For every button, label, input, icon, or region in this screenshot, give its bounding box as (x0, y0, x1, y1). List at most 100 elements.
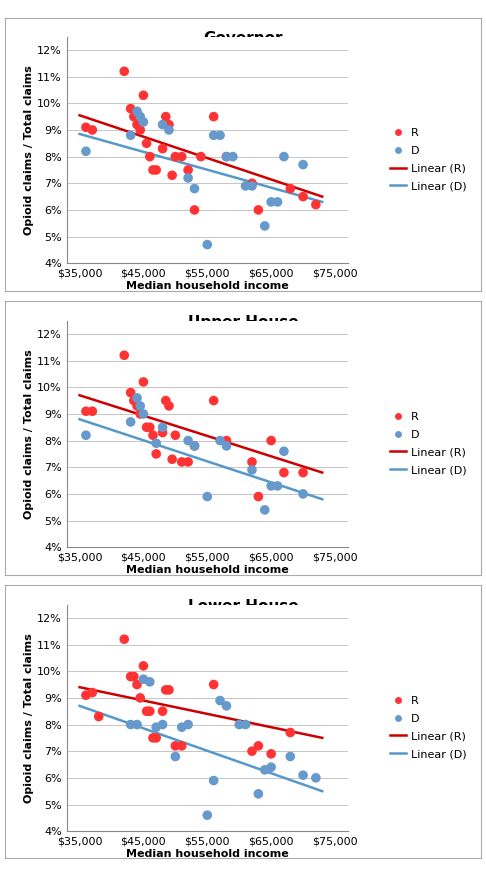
D (261, 503, 269, 517)
D (248, 179, 256, 193)
R (210, 110, 218, 124)
R (137, 406, 144, 420)
D (127, 717, 135, 731)
R (184, 455, 192, 469)
Y-axis label: Opioid claims / Total claims: Opioid claims / Total claims (24, 633, 35, 802)
D (191, 439, 198, 453)
D (146, 675, 154, 689)
D (242, 179, 249, 193)
R (139, 375, 147, 389)
X-axis label: Median household income: Median household income (126, 849, 289, 858)
D (299, 158, 307, 172)
D (203, 809, 211, 823)
D (280, 444, 288, 458)
D (248, 463, 256, 477)
R (143, 704, 151, 718)
D (299, 487, 307, 501)
D (139, 115, 147, 129)
D (299, 768, 307, 782)
R (210, 677, 218, 691)
R (82, 689, 90, 703)
R (162, 110, 170, 124)
R (162, 683, 170, 697)
R (146, 420, 154, 434)
R (223, 434, 230, 448)
D (159, 717, 167, 731)
R (139, 88, 147, 102)
R (299, 189, 307, 203)
R (143, 137, 151, 151)
R (130, 393, 138, 407)
D (210, 774, 218, 788)
D (261, 763, 269, 777)
R (178, 455, 186, 469)
X-axis label: Median household income: Median household income (126, 565, 289, 575)
Y-axis label: Opioid claims / Total claims: Opioid claims / Total claims (24, 349, 35, 519)
R (255, 738, 262, 752)
Legend: R, D, Linear (R), Linear (D): R, D, Linear (R), Linear (D) (385, 124, 471, 195)
R (267, 747, 275, 761)
D (280, 150, 288, 164)
R (165, 399, 173, 413)
D (184, 717, 192, 731)
R (299, 465, 307, 479)
D (312, 771, 320, 785)
R (146, 704, 154, 718)
R (121, 349, 128, 363)
R (267, 434, 275, 448)
Y-axis label: Opioid claims / Total claims: Opioid claims / Total claims (24, 65, 35, 235)
R (133, 117, 141, 131)
R (152, 731, 160, 745)
D (178, 720, 186, 734)
R (184, 163, 192, 177)
R (88, 123, 96, 137)
D (82, 145, 90, 159)
R (133, 399, 141, 413)
R (82, 120, 90, 134)
D (184, 434, 192, 448)
D (139, 406, 147, 420)
Text: Lower House: Lower House (188, 599, 298, 614)
D (152, 720, 160, 734)
R (223, 150, 230, 164)
D (133, 717, 141, 731)
X-axis label: Median household income: Median household income (126, 281, 289, 291)
D (223, 699, 230, 713)
Legend: R, D, Linear (R), Linear (D): R, D, Linear (R), Linear (D) (385, 691, 471, 764)
D (223, 150, 230, 164)
R (139, 659, 147, 673)
D (229, 150, 237, 164)
D (274, 195, 281, 209)
D (172, 750, 179, 764)
R (143, 420, 151, 434)
R (88, 686, 96, 700)
R (152, 447, 160, 461)
R (172, 150, 179, 164)
Text: Governor: Governor (203, 32, 283, 46)
R (149, 428, 157, 442)
R (248, 176, 256, 190)
R (95, 710, 103, 724)
D (286, 750, 294, 764)
R (127, 102, 135, 116)
R (127, 385, 135, 399)
D (242, 717, 249, 731)
D (152, 436, 160, 450)
R (280, 465, 288, 479)
D (267, 195, 275, 209)
R (191, 439, 198, 453)
D (191, 181, 198, 195)
D (235, 717, 243, 731)
D (267, 760, 275, 774)
R (159, 426, 167, 440)
R (82, 404, 90, 418)
R (137, 123, 144, 137)
D (139, 672, 147, 686)
R (172, 738, 179, 752)
R (121, 632, 128, 646)
R (88, 404, 96, 418)
D (133, 104, 141, 118)
R (178, 738, 186, 752)
D (165, 123, 173, 137)
R (137, 691, 144, 705)
